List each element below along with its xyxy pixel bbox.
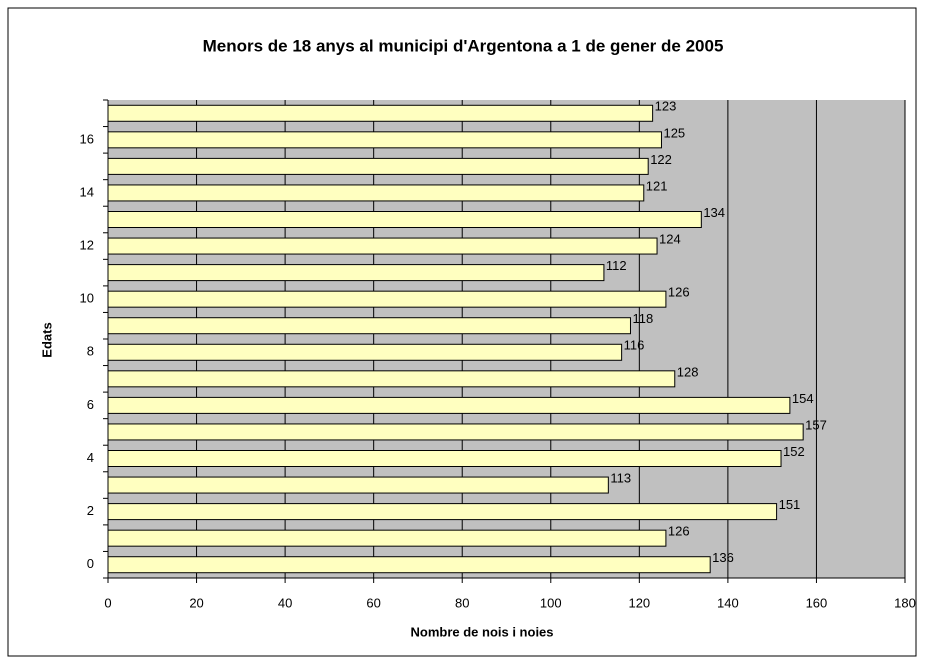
data-label: 122	[650, 152, 672, 167]
y-tick-label: 6	[87, 397, 94, 412]
bar	[107, 264, 605, 282]
data-label: 116	[624, 338, 645, 353]
data-label: 124	[659, 231, 681, 246]
y-tick-label: 16	[80, 131, 94, 146]
data-label: 126	[668, 524, 690, 539]
bar	[107, 556, 711, 574]
y-tick-label: 10	[80, 291, 94, 306]
x-tick-label: 60	[366, 595, 380, 610]
bar	[107, 529, 667, 547]
bar	[107, 131, 662, 149]
data-label: 112	[606, 258, 627, 273]
x-tick-label: 160	[806, 595, 828, 610]
data-label: 118	[632, 311, 653, 326]
y-tick-label: 12	[80, 237, 94, 252]
chart-title: Menors de 18 anys al municipi d'Argenton…	[203, 36, 724, 55]
bar	[107, 157, 649, 175]
bar	[107, 396, 791, 414]
x-tick-label: 140	[717, 595, 739, 610]
data-label: 134	[703, 205, 725, 220]
y-tick-label: 2	[87, 503, 94, 518]
x-tick-label: 40	[278, 595, 292, 610]
y-tick-label: 14	[80, 184, 94, 199]
x-tick-label: 180	[894, 595, 916, 610]
data-label: 128	[677, 364, 699, 379]
bar	[107, 237, 658, 255]
data-label: 152	[783, 444, 805, 459]
bar	[107, 184, 645, 202]
y-tick-label: 8	[87, 344, 94, 359]
data-label: 121	[646, 178, 668, 193]
x-tick-label: 20	[189, 595, 203, 610]
bar	[107, 343, 623, 361]
bar	[107, 290, 667, 308]
x-tick-label: 80	[455, 595, 469, 610]
x-axis-title: Nombre de nois i noies	[410, 624, 553, 639]
data-label: 157	[805, 417, 827, 432]
bar	[107, 503, 778, 521]
bar	[107, 317, 631, 335]
y-axis-title: Edats	[39, 322, 54, 357]
bar	[107, 211, 702, 228]
bar	[107, 450, 782, 467]
data-label: 126	[668, 285, 690, 300]
y-tick-label: 4	[87, 450, 94, 465]
x-tick-label: 120	[628, 595, 650, 610]
bar	[107, 370, 676, 388]
plot-area	[108, 100, 905, 578]
data-label: 154	[792, 391, 814, 406]
bar	[107, 423, 804, 441]
data-label: 136	[712, 550, 734, 565]
data-label: 113	[610, 470, 631, 485]
bar	[107, 104, 654, 122]
data-label: 125	[663, 125, 685, 140]
x-tick-label: 0	[104, 595, 111, 610]
data-label: 123	[655, 99, 677, 114]
x-tick-label: 100	[540, 595, 562, 610]
y-tick-label: 0	[87, 556, 94, 571]
data-label: 151	[779, 497, 801, 512]
bar	[107, 476, 609, 494]
